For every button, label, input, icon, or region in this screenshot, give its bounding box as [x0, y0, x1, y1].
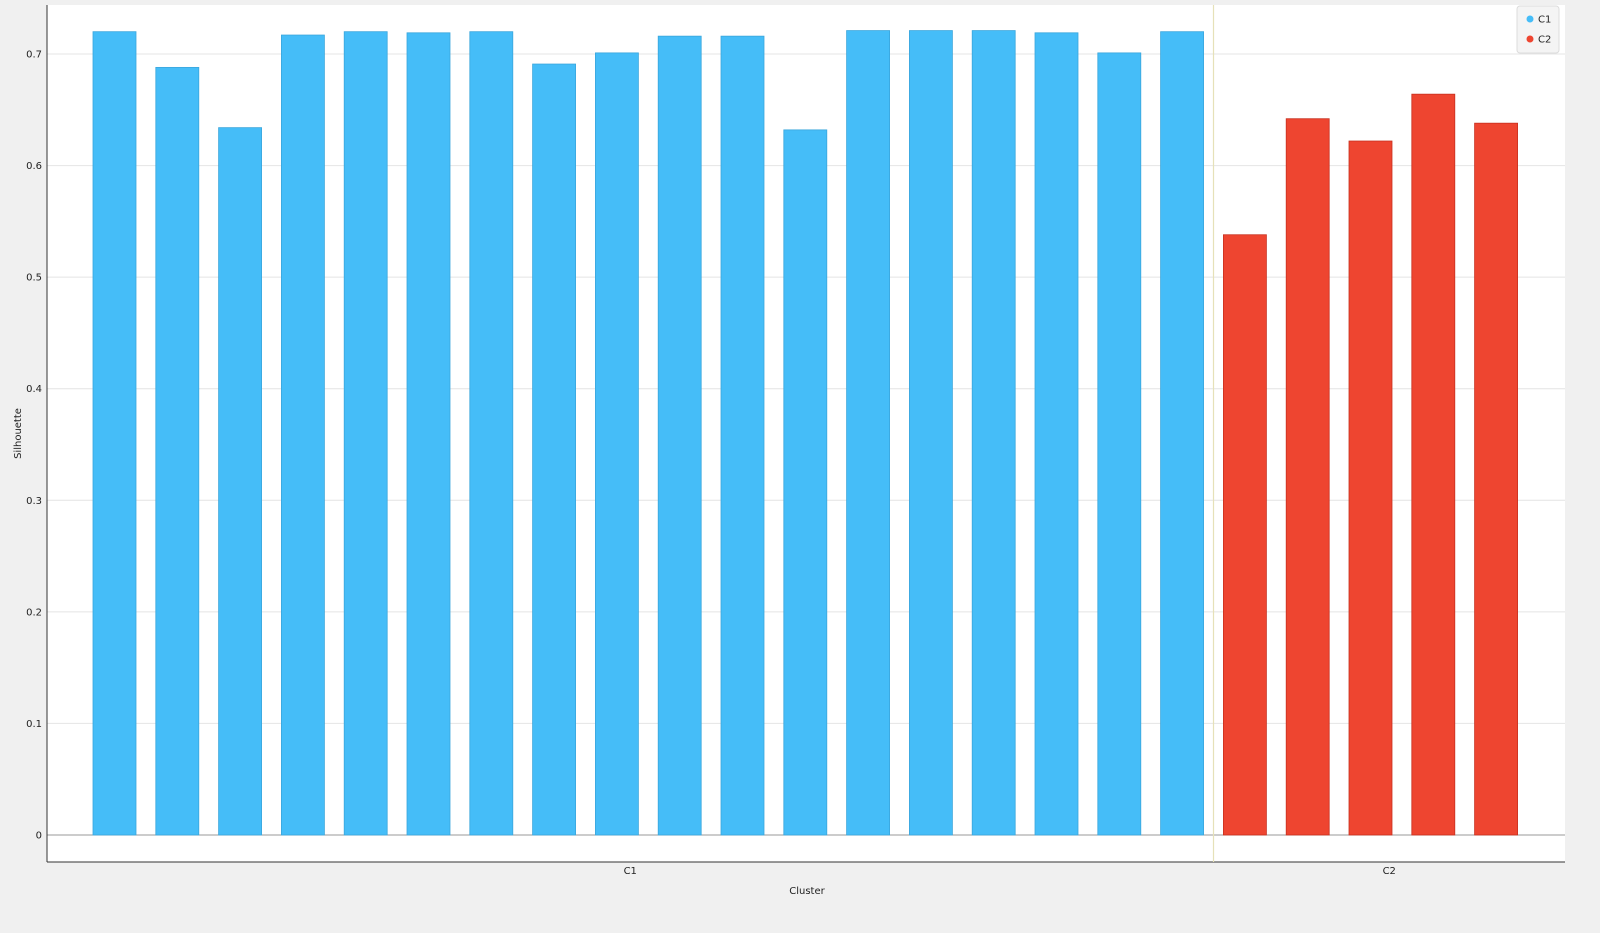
bar-c2[interactable] — [1411, 93, 1456, 836]
legend-label[interactable]: C2 — [1538, 35, 1551, 46]
bar-c1[interactable] — [971, 30, 1016, 836]
bar-c2[interactable] — [1474, 122, 1518, 836]
legend-label[interactable]: C1 — [1538, 15, 1551, 26]
y-tick-label: 0.4 — [26, 384, 42, 395]
y-tick-label: 0 — [36, 831, 42, 842]
tick-labels: 0 0.1 0.2 0.3 0.4 0.5 0.6 0.7 C1 C2 — [26, 50, 1396, 878]
y-tick-label: 0.2 — [26, 607, 42, 618]
axes — [46, 5, 1565, 863]
bar-c1[interactable] — [657, 35, 702, 836]
bar-c1[interactable] — [218, 127, 263, 836]
bar-c1[interactable] — [92, 31, 137, 836]
bar-c1[interactable] — [155, 66, 200, 836]
y-tick-label: 0.5 — [26, 273, 42, 284]
bar-c1[interactable] — [343, 31, 388, 836]
bar-c1[interactable] — [1097, 52, 1142, 836]
bar-c1[interactable] — [532, 63, 576, 836]
bar-c1[interactable] — [280, 34, 325, 836]
x-tick-label: C2 — [1383, 866, 1396, 877]
bar-c1[interactable] — [846, 30, 890, 836]
legend-marker[interactable] — [1526, 15, 1534, 23]
y-tick-label: 0.1 — [26, 719, 42, 730]
bar-c1[interactable] — [1160, 31, 1204, 836]
y-axis-title: Silhouette — [13, 408, 24, 459]
bar-c1[interactable] — [909, 30, 953, 836]
bar-c1[interactable] — [783, 129, 828, 836]
bar-c2[interactable] — [1285, 118, 1330, 836]
y-tick-label: 0.6 — [26, 161, 42, 172]
bars — [92, 30, 1518, 836]
legend[interactable]: C1 C2 — [1516, 5, 1560, 54]
y-tick-label: 0.3 — [26, 496, 42, 507]
x-axis-title: Cluster — [789, 886, 825, 897]
bar-c1[interactable] — [1034, 32, 1079, 836]
bar-c2[interactable] — [1223, 234, 1267, 836]
x-tick-label: C1 — [624, 866, 637, 877]
y-tick-label: 0.7 — [26, 50, 42, 61]
bar-c1[interactable] — [595, 52, 639, 836]
bar-c2[interactable] — [1348, 140, 1393, 836]
legend-marker[interactable] — [1526, 35, 1534, 43]
bar-c1[interactable] — [406, 32, 451, 836]
bar-c1[interactable] — [469, 31, 514, 836]
bar-c1[interactable] — [720, 35, 765, 836]
legend-box — [1516, 5, 1560, 54]
